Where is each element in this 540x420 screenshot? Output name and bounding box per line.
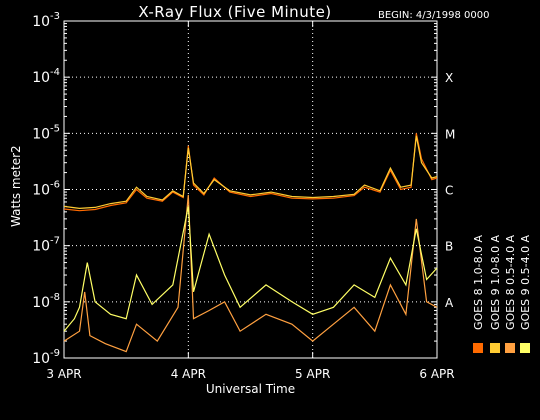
y-tick-label: 10-6 [32, 180, 60, 199]
y-tick-label: 10-8 [32, 292, 60, 311]
legend-label: GOES 9 1.0-8.0 A [489, 234, 502, 330]
legend-swatch [473, 343, 483, 353]
x-tick-label: 5 APR [295, 367, 330, 381]
flare-class-label: M [445, 127, 455, 141]
legend-label: GOES 8 1.0-8.0 A [472, 234, 485, 330]
flare-class-label: B [445, 240, 453, 254]
y-tick-label: 10-4 [32, 67, 60, 86]
legend-swatch [505, 343, 515, 353]
legend-swatch [520, 343, 530, 353]
legend-label: GOES 9 0.5-4.0 A [519, 234, 532, 330]
series-line-2 [63, 194, 438, 353]
series-line-4 [63, 206, 438, 332]
legend-label: GOES 8 0.5-4.0 A [504, 234, 517, 330]
series-line-1 [63, 133, 438, 212]
y-tick-label: 10-5 [32, 123, 60, 142]
flare-class-label: X [445, 71, 453, 85]
x-axis-title: Universal Time [205, 382, 296, 396]
begin-date-label: BEGIN: 4/3/1998 0000 [378, 10, 490, 21]
chart-title: X-Ray Flux (Five Minute) [138, 3, 332, 21]
y-tick-label: 10-7 [32, 236, 60, 255]
y-tick-label: 10-3 [32, 11, 60, 30]
x-tick-label: 4 APR [171, 367, 206, 381]
series-line-3 [63, 135, 438, 210]
flare-class-label: A [445, 296, 454, 310]
flare-class-label: C [445, 184, 453, 198]
legend-swatch [490, 343, 500, 353]
y-tick-label: 10-9 [32, 348, 60, 367]
x-tick-label: 6 APR [419, 367, 454, 381]
x-tick-label: 3 APR [46, 367, 81, 381]
